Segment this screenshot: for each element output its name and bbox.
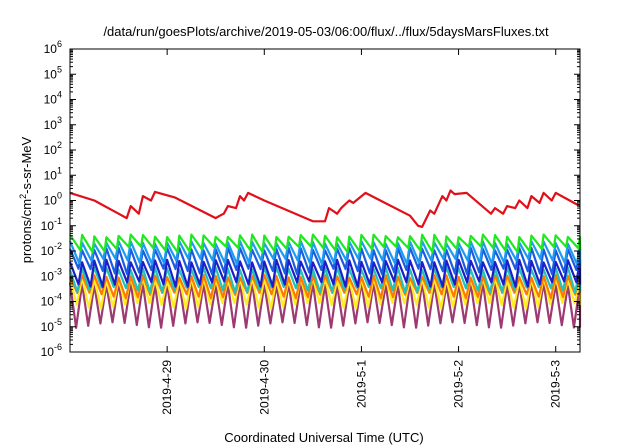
y-tick-base: 10 xyxy=(44,93,58,107)
y-tick-base: 10 xyxy=(41,295,55,309)
y-tick-label: 105 xyxy=(44,64,62,81)
y-tick-base: 10 xyxy=(41,244,55,258)
x-tick-label: 2019-5-2 xyxy=(452,360,466,408)
series-line-3 xyxy=(68,240,582,266)
y-tick-label: 10-6 xyxy=(41,342,62,359)
y-tick-exponent: -2 xyxy=(54,241,62,251)
series-layer xyxy=(68,189,582,329)
y-tick-exponent: -3 xyxy=(54,266,62,276)
y-tick-label: 104 xyxy=(44,90,62,107)
y-tick-exponent: 6 xyxy=(57,39,62,49)
y-tick-exponent: 2 xyxy=(57,140,62,150)
y-tick-label: 10-5 xyxy=(41,317,62,334)
y-tick-base: 10 xyxy=(41,219,55,233)
y-tick-label: 103 xyxy=(44,115,62,132)
y-tick-exponent: -5 xyxy=(54,317,62,327)
y-tick-base: 10 xyxy=(44,67,58,81)
x-tick-label: 2019-4-29 xyxy=(160,360,174,415)
y-tick-label: 106 xyxy=(44,39,62,56)
y-tick-base: 10 xyxy=(41,269,55,283)
series-line-9 xyxy=(68,281,582,329)
x-axis-label: Coordinated Universal Time (UTC) xyxy=(224,430,423,445)
y-tick-base: 10 xyxy=(44,194,58,208)
y-tick-base: 10 xyxy=(44,168,58,182)
y-tick-label: 10-3 xyxy=(41,266,62,283)
y-tick-exponent: 0 xyxy=(57,191,62,201)
series-line-4 xyxy=(68,246,582,276)
y-tick-label: 10-1 xyxy=(41,216,62,233)
y-tick-label: 100 xyxy=(44,191,62,208)
x-axis: 2019-4-29 2019-4-30 2019-5-1 2019-5-2 2019-5… xyxy=(160,49,563,415)
y-tick-base: 10 xyxy=(41,320,55,334)
series-line-2 xyxy=(69,233,582,254)
x-tick-label: 2019-5-3 xyxy=(549,360,563,408)
y-axis-label-main: protons/cm xyxy=(19,199,34,263)
series-line-1 xyxy=(69,189,581,228)
y-tick-base: 10 xyxy=(44,118,58,132)
y-tick-label: 101 xyxy=(44,165,62,182)
y-axis-label-superscript: 2 xyxy=(18,194,28,199)
y-tick-label: 102 xyxy=(44,140,62,157)
y-tick-exponent: 5 xyxy=(57,64,62,74)
y-tick-base: 10 xyxy=(41,345,55,359)
plot-area: 10-610-510-410-310-210-11001011021031041… xyxy=(41,39,582,415)
y-tick-exponent: -1 xyxy=(54,216,62,226)
y-tick-label: 10-4 xyxy=(41,292,62,309)
y-axis-label-rest: -s-sr-MeV xyxy=(19,136,34,193)
chart-title: /data/run/goesPlots/archive/2019-05-03/0… xyxy=(103,24,549,39)
y-tick-exponent: 1 xyxy=(57,165,62,175)
series-line-8 xyxy=(68,276,582,310)
y-tick-base: 10 xyxy=(44,42,58,56)
y-tick-exponent: 4 xyxy=(57,90,62,100)
y-tick-base: 10 xyxy=(44,143,58,157)
series-line-6 xyxy=(68,266,582,294)
y-axis-label: protons/cm2-s-sr-MeV xyxy=(18,136,34,263)
series-line-5 xyxy=(68,258,582,288)
y-tick-exponent: 3 xyxy=(57,115,62,125)
y-tick-exponent: -6 xyxy=(54,342,62,352)
y-tick-label: 10-2 xyxy=(41,241,62,258)
y-axis: 10-610-510-410-310-210-11001011021031041… xyxy=(41,39,580,359)
y-tick-exponent: -4 xyxy=(54,292,62,302)
x-tick-label: 2019-5-1 xyxy=(354,360,368,408)
x-tick-label: 2019-4-30 xyxy=(257,360,271,415)
